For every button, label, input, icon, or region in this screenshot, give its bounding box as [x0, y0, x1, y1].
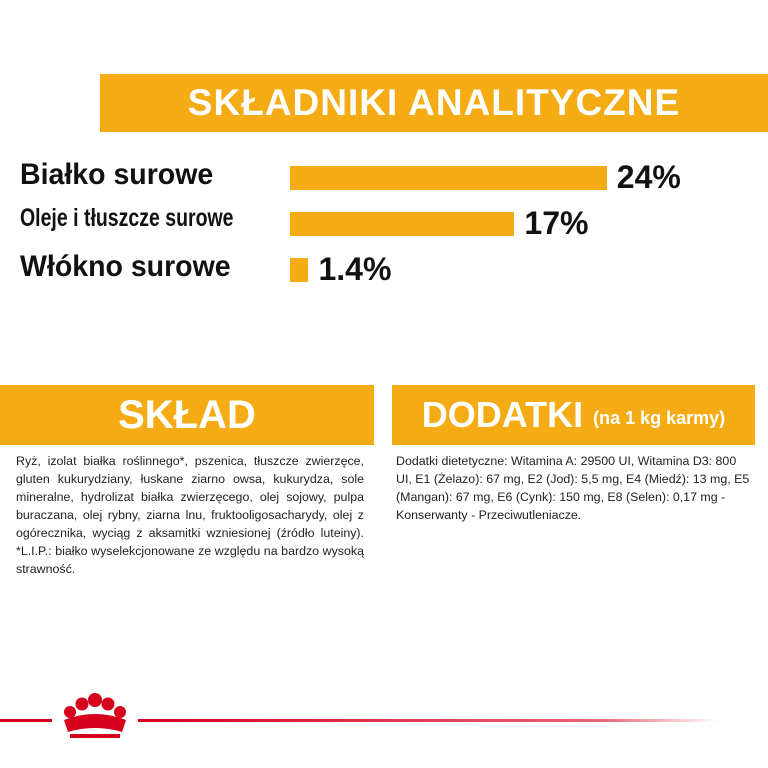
- bar: [290, 212, 515, 236]
- crown-logo: [64, 693, 126, 738]
- category-label: Oleje i tłuszcze surowe: [20, 204, 234, 232]
- value-label: 1.4%: [318, 251, 392, 287]
- chart-title: SKŁADNIKI ANALITYCZNE: [100, 74, 768, 132]
- section-header: DODATKI (na 1 kg karmy): [392, 385, 755, 445]
- brand-footer: [0, 693, 718, 738]
- category-label: Białko surowe: [20, 158, 214, 191]
- section-title: DODATKI: [421, 394, 584, 435]
- value-label: 17%: [524, 205, 589, 241]
- category-label: Włókno surowe: [20, 250, 231, 283]
- section-title: SKŁAD: [0, 385, 374, 445]
- section-text: Ryż, izolat białka roślinnego*, pszenica…: [16, 454, 364, 576]
- footer-line: [138, 719, 718, 722]
- bar: [290, 258, 309, 282]
- section-subtitle: (na 1 kg karmy): [593, 407, 726, 428]
- footer-line: [0, 719, 52, 722]
- chart: Białko surowe 24% Oleje i tłuszcze surowe 1…: [0, 150, 768, 300]
- section-text: Dodatki dietetyczne: Witamina A: 29500 U…: [396, 454, 750, 522]
- value-label: 24%: [616, 159, 681, 195]
- bar: [290, 166, 607, 190]
